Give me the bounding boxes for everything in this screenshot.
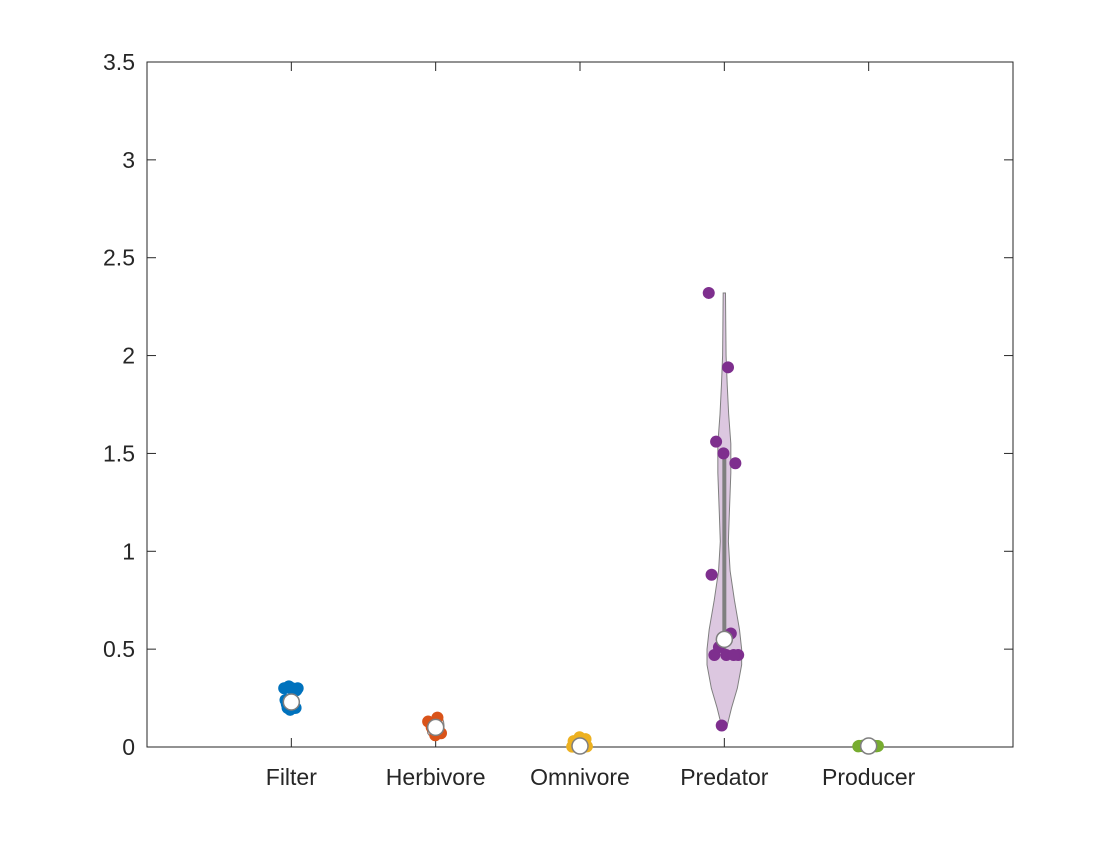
x-tick-label: Omnivore [530, 764, 630, 790]
x-tick-label: Herbivore [386, 764, 486, 790]
y-tick-label: 0.5 [103, 636, 135, 662]
median-marker-filter [282, 693, 301, 711]
data-point-predator [727, 649, 740, 662]
y-tick-label: 0 [122, 734, 135, 760]
y-tick-label: 2.5 [103, 245, 135, 271]
data-point-predator [710, 435, 723, 448]
x-tick-label: Filter [266, 764, 317, 790]
plot-area-frame [146, 61, 1014, 748]
median-marker-herbivore [426, 718, 445, 737]
data-point-predator [717, 447, 730, 460]
data-point-predator [722, 361, 735, 374]
data-point-predator [715, 719, 728, 732]
y-tick-label: 3.5 [103, 49, 135, 75]
data-point-predator [702, 286, 715, 299]
x-tick-label: Predator [680, 764, 769, 790]
data-point-predator [705, 568, 718, 581]
median-marker-omnivore [571, 737, 589, 755]
data-point-filter [286, 682, 299, 695]
y-tick-label: 2 [122, 343, 135, 369]
y-tick-label: 1.5 [103, 440, 135, 466]
y-tick-label: 3 [122, 147, 135, 173]
data-point-predator [708, 649, 721, 662]
median-marker-predator [715, 630, 734, 649]
x-tick-label: Producer [822, 764, 916, 790]
median-marker-producer [859, 737, 878, 755]
y-tick-label: 1 [122, 538, 135, 564]
data-point-predator [729, 457, 742, 470]
